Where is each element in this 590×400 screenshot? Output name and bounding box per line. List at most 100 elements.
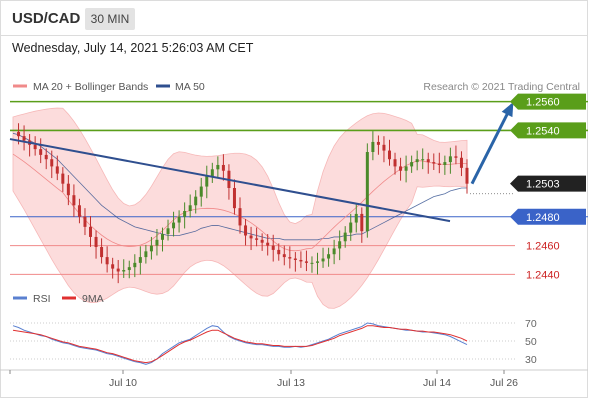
candle-body: [448, 156, 452, 163]
candle-body: [127, 267, 131, 271]
candle-body: [66, 183, 70, 196]
candle-body: [316, 261, 320, 263]
candle-body: [188, 205, 192, 212]
candle-body: [116, 268, 120, 272]
time-tick-label: Jul 26: [490, 377, 518, 389]
candle-body: [177, 216, 181, 223]
support-label: 1.2460: [526, 241, 560, 253]
candle-body: [183, 211, 187, 217]
candle-body: [393, 159, 397, 167]
legend-ma20-label: MA 20 + Bollinger Bands: [33, 81, 148, 93]
candle-body: [55, 166, 59, 174]
current-label: 1.2503: [526, 179, 560, 191]
candle-body: [327, 254, 331, 259]
candle-body: [443, 162, 447, 165]
candle-body: [205, 176, 209, 187]
candle-body: [83, 216, 87, 227]
chart-header: USD/CAD 30 MIN: [0, 0, 588, 36]
candle-body: [260, 239, 264, 243]
support-label: 1.2440: [526, 269, 560, 281]
projection-arrow: [470, 103, 514, 185]
pivot-label: 1.2480: [526, 212, 560, 224]
timeframe-button[interactable]: 30 MIN: [85, 8, 135, 30]
candle-body: [255, 238, 259, 240]
candle-body: [210, 169, 214, 177]
annotations: [9, 101, 514, 223]
candle-body: [249, 235, 253, 239]
candle-body: [172, 222, 176, 229]
candle-body: [149, 245, 153, 252]
trendline: [9, 138, 451, 223]
candle-body: [94, 236, 98, 248]
candle-body: [199, 186, 203, 197]
candle-body: [50, 159, 54, 167]
candle-body: [437, 163, 441, 165]
candle-body: [349, 222, 353, 233]
candle-body: [454, 156, 458, 158]
candle-body: [304, 261, 308, 263]
candle-body: [216, 164, 220, 170]
candle-body: [277, 249, 281, 255]
candle-body: [421, 159, 425, 161]
candle-body: [376, 141, 380, 145]
candle-body: [293, 258, 297, 260]
candle-body: [465, 167, 469, 184]
candle-body: [371, 141, 375, 153]
candle-body: [33, 144, 37, 150]
chart-datetime: Wednesday, July 14, 2021 5:26:03 AM CET: [12, 41, 254, 55]
rsi-tick-label: 30: [525, 354, 537, 366]
candle-body: [410, 162, 414, 167]
candle-body: [399, 166, 403, 171]
time-axis: Jul 10 Jul 13 Jul 14 Jul 26: [9, 370, 518, 389]
resistance-label: 1.2540: [526, 125, 560, 137]
rsi-tick-label: 70: [525, 318, 537, 330]
pivot-label-bg: [510, 208, 586, 225]
candle-body: [144, 251, 148, 258]
symbol-label: USD/CAD: [12, 10, 81, 27]
price-labels: 1.2560 1.2540 1.2503 1.2480 1.2460 1.2440: [510, 93, 586, 281]
candle-body: [343, 232, 347, 242]
candle-body: [194, 196, 198, 206]
legend-ma50-label: MA 50: [175, 81, 205, 93]
rsi-ma-legend-label: 9MA: [82, 293, 104, 305]
rsi-tick-label: 50: [525, 336, 537, 348]
candle-body: [382, 144, 386, 151]
time-tick-label: Jul 14: [423, 377, 451, 389]
candle-body: [138, 257, 142, 263]
candle-body: [266, 242, 270, 246]
candle-body: [432, 162, 436, 164]
candle-body: [61, 173, 65, 184]
candle-body: [354, 213, 358, 223]
candle-body: [100, 247, 104, 258]
candle-body: [232, 188, 236, 209]
candle-body: [387, 150, 391, 160]
candle-body: [133, 262, 137, 268]
candle-body: [89, 226, 93, 237]
candle-body: [365, 152, 369, 232]
candle-body: [166, 228, 170, 235]
candle-body: [282, 254, 286, 258]
candle-body: [244, 225, 248, 236]
candle-body: [221, 164, 225, 171]
time-tick-label: Jul 13: [277, 377, 305, 389]
candle-body: [360, 213, 364, 232]
candle-body: [299, 259, 303, 262]
candle-body: [338, 241, 342, 249]
candle-body: [160, 234, 164, 240]
resistance-label: 1.2560: [526, 97, 560, 109]
time-tick-label: Jul 10: [109, 377, 137, 389]
candle-body: [122, 270, 126, 272]
candle-body: [310, 262, 314, 264]
candle-body: [39, 149, 43, 155]
candle-body: [426, 159, 430, 163]
rsi-legend-label: RSI: [33, 293, 51, 305]
candle-body: [155, 239, 159, 246]
candle-body: [44, 154, 48, 160]
resistance-label-bg: [510, 122, 586, 139]
candle-body: [77, 205, 81, 217]
projection-arrowhead: [501, 101, 514, 118]
current-label-bg: [510, 175, 586, 192]
candle-body: [404, 166, 408, 171]
candle-body: [17, 131, 21, 137]
